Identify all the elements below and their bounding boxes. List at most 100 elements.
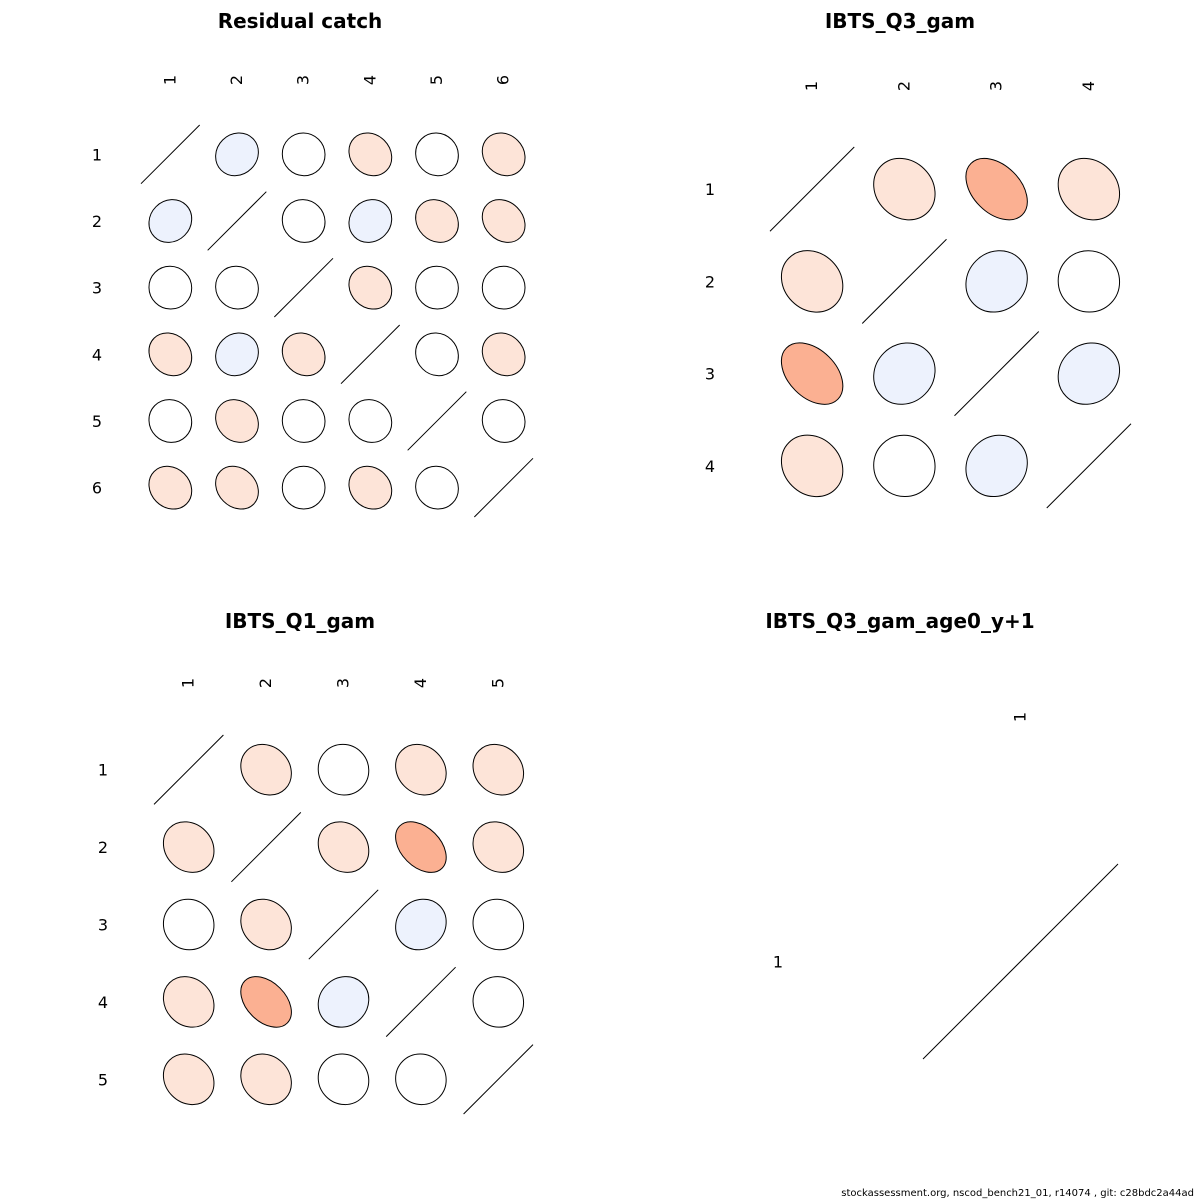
diagonal-mark — [1046, 423, 1132, 509]
correlation-ellipse — [281, 132, 326, 177]
diagonal-mark — [140, 124, 201, 185]
correlation-ellipse — [281, 332, 326, 377]
correlation-ellipse — [148, 399, 193, 443]
correlation-ellipse — [395, 1053, 447, 1106]
column-label: 1 — [160, 75, 179, 85]
correlation-ellipse — [481, 265, 526, 310]
row-label: 2 — [98, 838, 108, 857]
correlation-ellipse — [780, 434, 844, 498]
column-label: 2 — [227, 75, 246, 85]
row-label: 3 — [92, 279, 102, 298]
correlation-ellipse — [148, 199, 193, 243]
correlation-ellipse — [215, 399, 259, 443]
correlation-ellipse — [348, 265, 393, 310]
row-label: 3 — [705, 365, 715, 384]
correlation-ellipse — [472, 976, 525, 1028]
row-label: 1 — [705, 180, 715, 199]
correlation-ellipse — [348, 132, 393, 177]
footer-caption: stockassessment.org, nscod_bench21_01, r… — [841, 1188, 1194, 1199]
column-label: 1 — [1011, 712, 1030, 722]
column-label: 2 — [894, 81, 913, 91]
row-label: 5 — [92, 412, 102, 431]
correlation-ellipse — [148, 265, 193, 310]
correlation-ellipse — [481, 199, 526, 243]
correlation-ellipse — [317, 976, 370, 1028]
correlation-ellipse — [348, 199, 393, 243]
correlation-ellipse — [1057, 157, 1121, 221]
panel-ibts-q3-gam: IBTS_Q3_gam 1 1 2 2 3 3 4 4 — [705, 9, 1132, 509]
panel-ibts-q1-gam: IBTS_Q1_gam 1 1 2 2 3 3 4 4 5 5 — [98, 609, 534, 1115]
correlation-ellipse — [780, 342, 844, 405]
correlation-ellipse — [240, 898, 292, 951]
correlation-ellipse — [348, 399, 393, 443]
correlation-ellipse — [162, 898, 215, 951]
row-label: 1 — [773, 953, 783, 972]
correlation-ellipse — [472, 821, 525, 873]
correlation-ellipse — [215, 265, 259, 310]
correlation-ellipse — [780, 250, 844, 313]
column-label: 2 — [256, 678, 275, 688]
diagonal-mark — [473, 457, 534, 518]
column-label: 4 — [360, 75, 379, 85]
row-label: 2 — [705, 272, 715, 291]
diagonal-mark — [769, 146, 855, 232]
correlation-ellipse — [415, 265, 459, 310]
diagonal-mark — [340, 324, 401, 385]
correlation-ellipse — [395, 898, 447, 951]
correlation-ellipse — [395, 743, 447, 796]
column-label: 3 — [334, 678, 353, 688]
diagonal-mark — [308, 889, 379, 960]
correlation-ellipse — [162, 821, 215, 873]
correlation-ellipse — [162, 976, 215, 1028]
correlation-ellipse — [240, 976, 292, 1028]
column-label: 4 — [411, 678, 430, 688]
correlation-ellipse — [415, 132, 459, 177]
correlation-ellipse — [481, 399, 526, 443]
row-label: 1 — [92, 145, 102, 164]
correlation-ellipse — [415, 332, 459, 377]
correlation-ellipse — [281, 199, 326, 243]
correlation-ellipse — [873, 434, 936, 498]
correlation-ellipse — [965, 250, 1028, 313]
correlation-ellipse — [162, 1053, 215, 1106]
diagonal-mark — [207, 191, 267, 251]
column-label: 5 — [427, 75, 446, 85]
correlation-ellipse — [215, 332, 259, 377]
correlation-ellipse — [415, 199, 459, 243]
correlation-ellipse — [317, 743, 370, 796]
diagonal-mark — [231, 812, 302, 883]
row-label: 1 — [98, 761, 108, 780]
diagonal-mark — [153, 734, 224, 805]
panel-title: Residual catch — [218, 9, 383, 33]
row-label: 6 — [92, 479, 102, 498]
correlation-ellipse — [317, 1053, 370, 1106]
correlation-ellipse — [215, 132, 259, 177]
correlation-ellipse — [1057, 342, 1121, 405]
correlation-ellipse — [472, 898, 525, 951]
row-label: 5 — [98, 1070, 108, 1089]
correlation-ellipse — [317, 821, 370, 873]
correlation-ellipse — [240, 1053, 292, 1106]
diagonal-mark — [385, 966, 456, 1037]
panel-residual-catch: Residual catch 1 1 2 2 3 3 4 4 5 5 6 6 — [92, 9, 534, 518]
row-label: 2 — [92, 212, 102, 231]
correlation-ellipse — [481, 332, 526, 377]
correlation-ellipse — [965, 434, 1028, 498]
correlation-ellipse — [240, 743, 292, 796]
diagonal-mark — [861, 238, 947, 324]
correlation-ellipse — [965, 157, 1028, 221]
row-label: 4 — [705, 457, 715, 476]
correlation-ellipse — [415, 465, 459, 510]
correlation-ellipse — [281, 465, 326, 510]
panel-title: IBTS_Q1_gam — [225, 609, 375, 633]
column-label: 4 — [1079, 81, 1098, 91]
column-label: 1 — [802, 81, 821, 91]
panel-title: IBTS_Q3_gam — [825, 9, 975, 33]
correlation-ellipse — [1057, 250, 1121, 313]
diagonal-mark — [922, 863, 1119, 1060]
column-label: 6 — [494, 75, 513, 85]
diagonal-mark — [463, 1044, 534, 1115]
correlation-ellipse — [215, 465, 259, 510]
diagonal-mark — [273, 257, 334, 318]
correlation-ellipse — [148, 465, 193, 510]
